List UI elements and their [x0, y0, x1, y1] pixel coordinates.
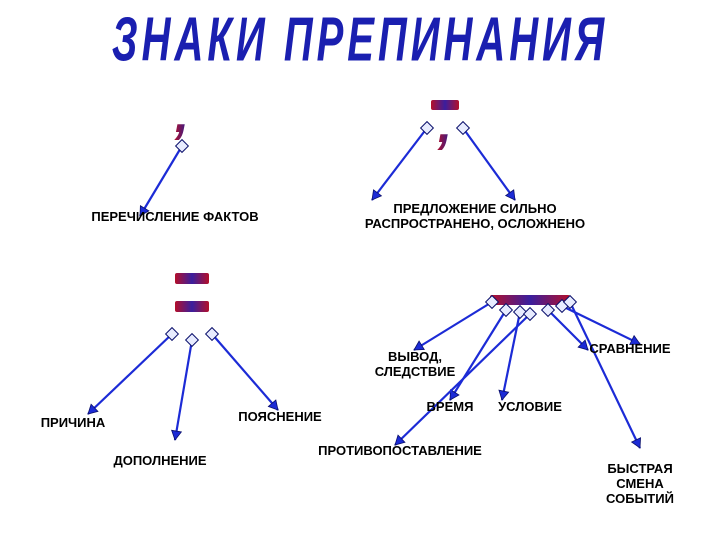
- label-l_contrast: ПРОТИВОПОСТАВЛЕНИЕ: [290, 444, 510, 459]
- label-l_reason: ПРИЧИНА: [13, 416, 133, 431]
- semicolon-icon: ,: [431, 96, 459, 154]
- arrow: [564, 296, 641, 448]
- arrow: [172, 334, 199, 440]
- label-l_compare: СРАВНЕНИЕ: [565, 342, 695, 357]
- arrow: [372, 122, 433, 200]
- arrow: [499, 306, 526, 400]
- label-l_explain: ПОЯСНЕНИЕ: [210, 410, 350, 425]
- arrow: [88, 328, 178, 414]
- label-l_cond: УСЛОВИЕ: [475, 400, 585, 415]
- comma-icon: ,: [174, 86, 189, 144]
- diagram-stage: ЗНАКИ ПРЕПИНАНИЯ ,, ПЕРЕЧИСЛЕНИЕ ФАКТОВП…: [0, 0, 720, 540]
- arrow: [206, 328, 278, 410]
- label-l_fast: БЫСТРАЯ СМЕНА СОБЫТИЙ: [580, 462, 700, 507]
- svg-text:,: ,: [437, 96, 452, 154]
- colon-icon: [175, 273, 209, 312]
- svg-text:,: ,: [174, 86, 189, 144]
- label-l_semicolon: ПРЕДЛОЖЕНИЕ СИЛЬНО РАСПРОСТРАНЕНО, ОСЛОЖ…: [325, 202, 625, 232]
- label-l_comma: ПЕРЕЧИСЛЕНИЕ ФАКТОВ: [65, 210, 285, 225]
- label-l_add: ДОПОЛНЕНИЕ: [90, 454, 230, 469]
- arrow: [457, 122, 515, 200]
- label-l_vyvod: ВЫВОД, СЛЕДСТВИЕ: [355, 350, 475, 380]
- arrow: [140, 140, 188, 216]
